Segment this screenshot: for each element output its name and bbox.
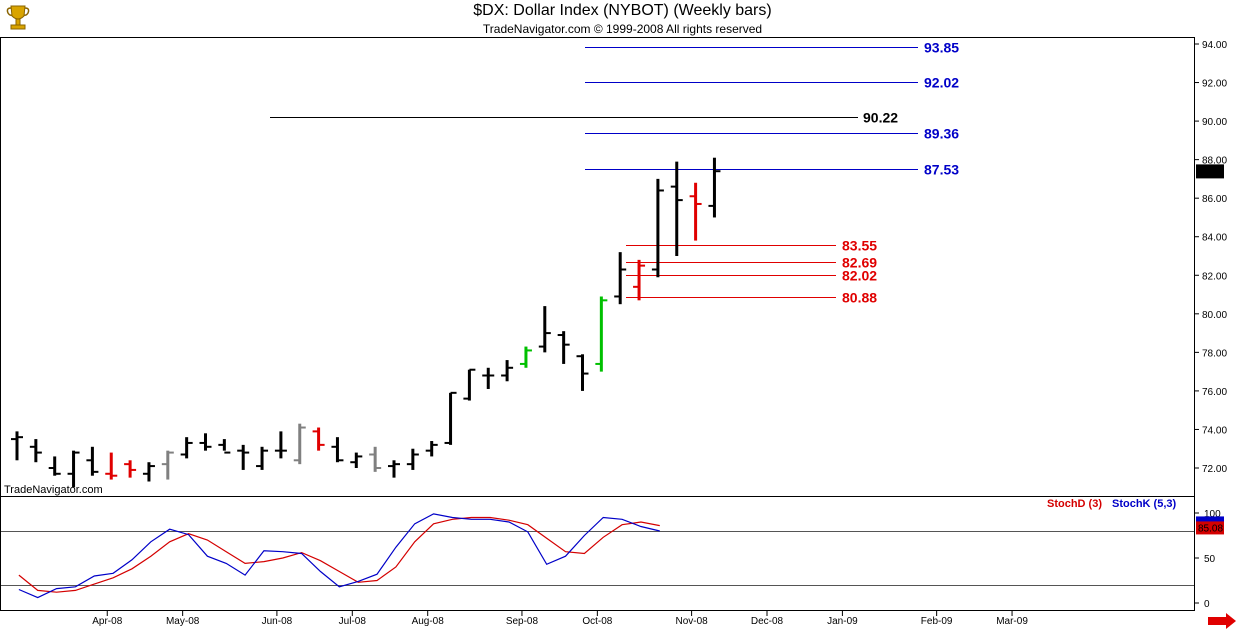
price-tick-label: 74.00: [1202, 425, 1227, 436]
trophy-icon: [6, 5, 30, 30]
date-tick-label: Sep-08: [506, 616, 539, 627]
date-tick-label: Nov-08: [675, 616, 708, 627]
price-tick-label: 92.00: [1202, 79, 1227, 90]
ohlc-bars: [11, 157, 721, 488]
price-axis: 94.00 92.00 90.00 88.00 86.00 84.00 82.00 80.00…: [1194, 40, 1227, 475]
level-label: 87.53: [924, 162, 959, 178]
price-tick-label: 76.00: [1202, 387, 1227, 398]
last-price-box: [1196, 164, 1224, 179]
stochd-legend: StochD (3): [1047, 498, 1102, 510]
level-label: 83.55: [842, 238, 877, 254]
level-label: 89.36: [924, 126, 959, 142]
stochk-line: [18, 513, 660, 599]
price-tick-label: 82.00: [1202, 271, 1227, 282]
date-tick-label: Jan-09: [827, 616, 858, 627]
date-tick-label: Feb-09: [921, 616, 953, 627]
last-price-marker: 87.39: [1196, 164, 1224, 179]
fib-levels: 93.85 92.02 90.22 89.36 87.53 83.5582.6982.02…: [270, 40, 959, 306]
stochk-last-marker: [1196, 516, 1224, 523]
stochd-last-box: [1196, 521, 1224, 535]
price-tick-label: 88.00: [1202, 156, 1227, 167]
stochastic-panel: 100 50 0 85.08: [1, 509, 1224, 610]
level-label: 93.85: [924, 40, 959, 56]
date-tick-label: Mar-09: [996, 616, 1028, 627]
stoch-tick-label: 50: [1204, 554, 1216, 565]
price-tick-label: 86.00: [1202, 194, 1227, 205]
watermark-label: TradeNavigator.com: [4, 484, 103, 496]
price-tick-label: 84.00: [1202, 233, 1227, 244]
level-label: 80.88: [842, 290, 877, 306]
date-tick-label: Aug-08: [412, 616, 445, 627]
price-tick-label: 72.00: [1202, 464, 1227, 475]
date-tick-label: Jul-08: [339, 616, 367, 627]
main-panel-border: [0, 37, 1195, 497]
stochd-line: [18, 516, 660, 593]
date-tick-label: May-08: [166, 616, 200, 627]
stoch-tick-label: 100: [1204, 509, 1221, 520]
price-tick-label: 78.00: [1202, 348, 1227, 359]
level-label: 90.22: [863, 110, 898, 126]
date-tick-label: Oct-08: [582, 616, 612, 627]
date-tick-label: Dec-08: [751, 616, 784, 627]
stoch-last-label: 85.08: [1198, 523, 1223, 534]
price-tick-label: 80.00: [1202, 310, 1227, 321]
last-price-label: 87.39: [1198, 167, 1223, 178]
chart-title: $DX: Dollar Index (NYBOT) (Weekly bars): [473, 2, 772, 19]
level-label: 82.69: [842, 255, 877, 271]
date-tick-label: Jun-08: [262, 616, 293, 627]
indicator-panel-border: [0, 496, 1195, 611]
level-label: 92.02: [924, 75, 959, 91]
price-tick-label: 94.00: [1202, 40, 1227, 51]
date-axis: Apr-08 May-08 Jun-08 Jul-08 Aug-08 Sep-08 Oct-…: [92, 611, 1028, 627]
chart-subtitle: TradeNavigator.com © 1999-2008 All right…: [482, 22, 763, 36]
scroll-right-arrow-icon[interactable]: [1208, 613, 1236, 629]
price-tick-label: 90.00: [1202, 117, 1227, 128]
stoch-tick-label: 0: [1204, 599, 1210, 610]
stochk-legend: StochK (5,3): [1112, 498, 1177, 510]
date-tick-label: Apr-08: [92, 616, 122, 627]
level-label: 82.02: [842, 268, 877, 284]
